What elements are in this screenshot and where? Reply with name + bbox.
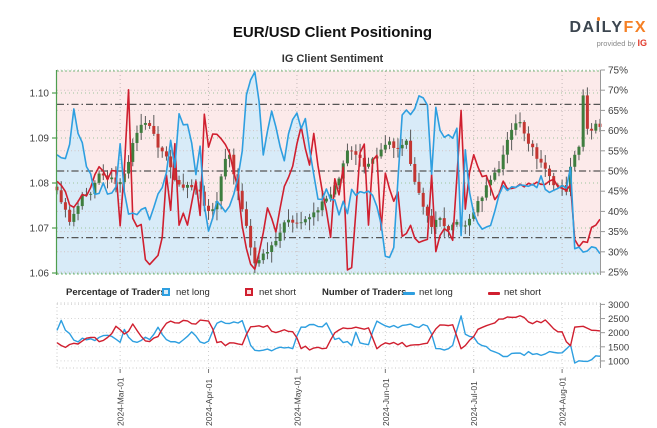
dailyfx-logo: DAILYFX provided by IG (570, 20, 648, 48)
svg-text:3000: 3000 (608, 300, 629, 311)
svg-text:1000: 1000 (608, 356, 629, 367)
svg-text:45%: 45% (608, 187, 628, 198)
date-tick-label: 2024-Jul-01 (469, 381, 479, 426)
chart-legend: Percentage of Traders net long net short… (0, 286, 657, 300)
svg-text:1.07: 1.07 (30, 224, 50, 235)
sentiment-lines (56, 71, 601, 271)
net-long-line-swatch-icon (403, 292, 415, 295)
svg-text:50%: 50% (608, 167, 628, 178)
count-net-long-line (56, 315, 601, 364)
svg-text:75%: 75% (608, 66, 628, 77)
legend-num-net-long: net long (419, 287, 453, 298)
svg-text:65%: 65% (608, 106, 628, 117)
svg-text:2500: 2500 (608, 314, 629, 325)
pct-net-long-line (56, 71, 601, 259)
net-short-area-swatch-icon (245, 288, 253, 296)
svg-text:2000: 2000 (608, 328, 629, 339)
legend-number-header: Number of Traders (322, 287, 407, 298)
svg-text:25%: 25% (608, 268, 628, 279)
chart-subtitle: IG Client Sentiment (281, 53, 384, 65)
svg-text:35%: 35% (608, 227, 628, 238)
svg-text:1.10: 1.10 (30, 89, 50, 100)
date-tick-label: 2024-Jun-01 (381, 378, 391, 426)
svg-text:1500: 1500 (608, 342, 629, 353)
svg-text:1.09: 1.09 (30, 134, 50, 145)
date-tick-label: 2024-Aug-01 (558, 377, 568, 426)
dailyfx-wordmark: DAILYFX (570, 20, 648, 36)
date-tick-label: 2024-May-01 (292, 376, 302, 426)
legend-percentage-header: Percentage of Traders (66, 287, 166, 298)
svg-text:70%: 70% (608, 86, 628, 97)
date-axis: 2024-Mar-01 2024-Apr-01 2024-May-01 2024-Ju… (116, 369, 568, 426)
logo-i-orange-dot: I (595, 19, 602, 36)
svg-text:1.08: 1.08 (30, 179, 50, 190)
legend-num-net-short: net short (504, 287, 541, 298)
date-tick-label: 2024-Apr-01 (204, 378, 214, 426)
ig-logo: IG (637, 38, 647, 48)
date-tick-label: 2024-Mar-01 (116, 377, 126, 426)
price-candles (55, 87, 602, 273)
net-short-line-swatch-icon (488, 292, 500, 295)
provided-by-line: provided by IG (570, 38, 647, 48)
legend-pct-net-short: net short (259, 287, 296, 298)
main-axes: 1.10 1.09 1.08 1.07 1.06 75% 70% 65% 60% 55% 50% 45… (30, 66, 629, 280)
count-net-short-line (56, 315, 601, 351)
main-gridlines (57, 69, 600, 275)
net-long-area-swatch-icon (162, 288, 170, 296)
main-plot-background (57, 71, 600, 275)
svg-text:40%: 40% (608, 207, 628, 218)
logo-text: LY (601, 19, 624, 36)
svg-text:30%: 30% (608, 247, 628, 258)
page-title: EUR/USD Client Positioning (232, 24, 433, 41)
legend-pct-net-long: net long (176, 287, 210, 298)
svg-text:55%: 55% (608, 146, 628, 157)
logo-text: DA (569, 19, 596, 36)
traders-panel: 3000 2500 2000 1500 1000 (56, 300, 629, 369)
svg-text:1.06: 1.06 (30, 269, 50, 280)
provided-by-text: provided by (596, 39, 636, 48)
net-long-area-fill (57, 72, 600, 275)
svg-text:60%: 60% (608, 126, 628, 137)
logo-fx: FX (623, 19, 647, 36)
